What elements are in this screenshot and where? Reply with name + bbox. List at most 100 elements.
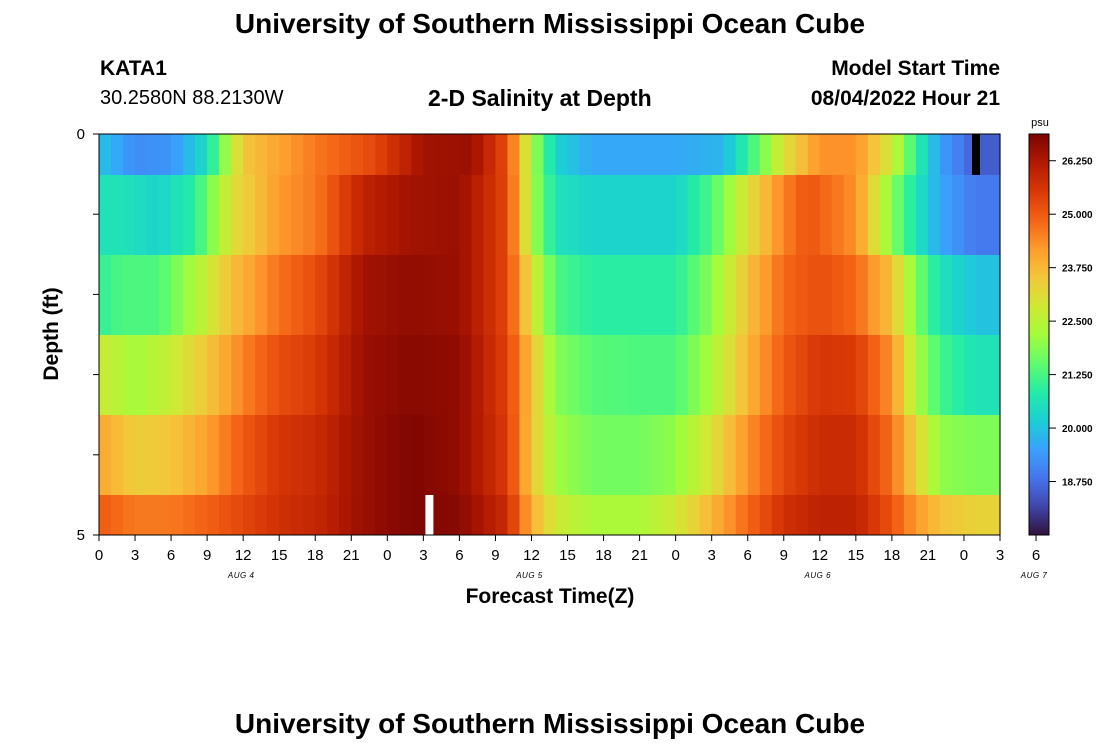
heatmap-cell xyxy=(351,495,364,535)
heatmap-cell xyxy=(831,415,845,495)
heatmap-cell xyxy=(747,415,761,495)
heatmap-cell xyxy=(327,134,340,175)
heatmap-cell xyxy=(651,415,665,495)
heatmap-cell xyxy=(891,134,905,175)
heatmap-cell xyxy=(291,495,304,535)
heatmap-cell xyxy=(159,134,172,175)
heatmap-cell xyxy=(747,495,761,535)
heatmap-cell xyxy=(183,134,196,175)
heatmap-cell xyxy=(759,415,773,495)
heatmap-cell xyxy=(267,415,280,495)
heatmap-cell xyxy=(615,175,629,255)
heatmap-cell xyxy=(927,134,941,175)
heatmap-cell xyxy=(735,495,749,535)
heatmap-cell xyxy=(579,134,593,175)
heatmap-cell xyxy=(171,495,184,535)
heatmap-cell xyxy=(243,255,256,335)
heatmap-cell xyxy=(135,495,148,535)
heatmap-cell xyxy=(615,255,629,335)
heatmap-cell xyxy=(267,175,280,255)
plot-frame xyxy=(98,133,1001,536)
heatmap-cell xyxy=(723,495,737,535)
heatmap-cell xyxy=(939,175,953,255)
heatmap-cell xyxy=(639,255,653,335)
heatmap-cell xyxy=(615,495,629,535)
heatmap-cell xyxy=(339,134,352,175)
heatmap-cell xyxy=(795,134,809,175)
heatmap-row-4 xyxy=(99,415,1001,495)
heatmap-cell xyxy=(891,335,905,415)
x-tick-label: 9 xyxy=(780,547,788,564)
heatmap-cell xyxy=(855,415,869,495)
x-tick-label: 6 xyxy=(744,547,752,564)
heatmap-cell xyxy=(147,415,160,495)
heatmap-cell xyxy=(219,175,232,255)
heatmap-cell xyxy=(927,335,941,415)
heatmap-cell xyxy=(855,134,869,175)
colorbar-tick-label: 25.000 xyxy=(1062,210,1093,221)
heatmap-cell xyxy=(351,134,364,175)
heatmap-cell xyxy=(459,335,473,415)
heatmap-row-1 xyxy=(99,175,1001,255)
heatmap-cell xyxy=(771,134,785,175)
heatmap-cell xyxy=(111,255,124,335)
heatmap-cell xyxy=(135,415,148,495)
heatmap-cell xyxy=(747,134,761,175)
heatmap-cell xyxy=(495,415,509,495)
heatmap-cell xyxy=(591,255,605,335)
heatmap-cell xyxy=(507,175,521,255)
heatmap-cell xyxy=(471,415,485,495)
heatmap-cell xyxy=(951,495,965,535)
heatmap-cell xyxy=(303,415,316,495)
heatmap-cell xyxy=(387,415,400,495)
heatmap-cell xyxy=(435,495,448,535)
heatmap-cell xyxy=(975,495,989,535)
heatmap-cell xyxy=(531,495,545,535)
heatmap-cell xyxy=(735,415,749,495)
heatmap-cell xyxy=(375,255,388,335)
heatmap-cell xyxy=(651,335,665,415)
heatmap-cell xyxy=(771,415,785,495)
heatmap-cell xyxy=(807,495,821,535)
heatmap-cell xyxy=(519,134,533,175)
heatmap-cell xyxy=(867,335,881,415)
heatmap-cell xyxy=(603,495,617,535)
heatmap-cell xyxy=(375,415,388,495)
heatmap-cell xyxy=(519,415,533,495)
heatmap-row-2 xyxy=(99,255,1001,335)
heatmap-cell xyxy=(699,255,713,335)
heatmap-cell xyxy=(843,134,857,175)
heatmap-cell xyxy=(627,134,641,175)
heatmap-cell xyxy=(279,495,292,535)
heatmap-cell xyxy=(519,255,533,335)
heatmap-cell xyxy=(279,175,292,255)
heatmap-cell xyxy=(843,175,857,255)
heatmap-cell xyxy=(231,495,244,535)
heatmap-cell xyxy=(567,335,581,415)
heatmap-cell xyxy=(867,415,881,495)
heatmap-cell xyxy=(555,175,569,255)
heatmap-cell xyxy=(915,335,929,415)
x-tick-label: 6 xyxy=(455,547,463,564)
heatmap-cell xyxy=(555,335,569,415)
heatmap-cell xyxy=(855,255,869,335)
heatmap-cell xyxy=(507,495,521,535)
heatmap-cell xyxy=(687,175,701,255)
heatmap-cell xyxy=(927,255,941,335)
heatmap-cell xyxy=(423,255,436,335)
heatmap-cell xyxy=(639,495,653,535)
heatmap-cell xyxy=(147,134,160,175)
heatmap-cell xyxy=(567,255,581,335)
heatmap-cell xyxy=(483,415,497,495)
heatmap-cell xyxy=(699,134,713,175)
heatmap-cell xyxy=(423,335,436,415)
heatmap-cell xyxy=(291,134,304,175)
heatmap-cell xyxy=(819,134,833,175)
heatmap-cell xyxy=(543,175,557,255)
heatmap-cell xyxy=(735,134,749,175)
heatmap-cell xyxy=(903,255,917,335)
heatmap-cell xyxy=(867,255,881,335)
heatmap-cell xyxy=(759,134,773,175)
heatmap-cell xyxy=(255,134,268,175)
heatmap-cell xyxy=(183,495,196,535)
